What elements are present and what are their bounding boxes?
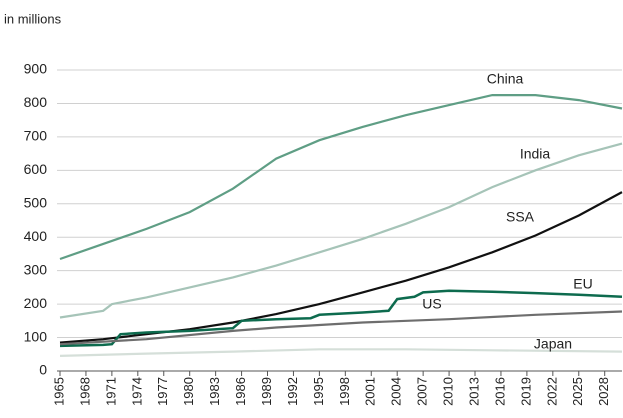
y-tick-label: 500 [24, 194, 48, 210]
series-line [59, 94, 623, 261]
x-tick-label: 2007 [415, 377, 430, 406]
series-line [59, 289, 623, 348]
y-tick-label: 300 [24, 261, 48, 277]
series-line [59, 142, 623, 319]
x-tick-label: 2019 [518, 377, 533, 406]
x-tick-label: 1992 [285, 377, 300, 406]
series-label: China [487, 71, 524, 87]
series-label: US [422, 296, 441, 312]
y-tick-label: 700 [24, 128, 48, 144]
x-tick-label: 1974 [129, 377, 144, 406]
x-tick-label: 1995 [311, 377, 326, 406]
series-label: EU [573, 276, 592, 292]
y-tick-label: 800 [24, 94, 48, 110]
x-tick-label: 1977 [155, 377, 170, 406]
x-tick-label: 1986 [233, 377, 248, 406]
series-label: SSA [506, 209, 535, 225]
x-tick-label: 2028 [596, 377, 611, 406]
chart-subtitle: in millions [4, 11, 62, 26]
series-line [59, 348, 623, 357]
x-tick-label: 1983 [207, 377, 222, 406]
x-tick-label: 2004 [389, 377, 404, 406]
y-tick-label: 0 [39, 362, 47, 378]
x-tick-label: 2013 [466, 377, 481, 406]
x-tick-label: 1998 [337, 377, 352, 406]
x-tick-label: 2001 [363, 377, 378, 406]
x-tick-label: 1968 [77, 377, 92, 406]
x-tick-label: 1965 [51, 377, 66, 406]
x-tick-label: 1980 [181, 377, 196, 406]
y-tick-label: 200 [24, 295, 48, 311]
x-tick-label: 2016 [492, 377, 507, 406]
series-line [59, 310, 623, 346]
x-tick-label: 2025 [570, 377, 585, 406]
series-label: Japan [534, 336, 572, 352]
y-tick-label: 900 [24, 61, 48, 77]
series-line [59, 191, 623, 344]
y-tick-label: 100 [24, 328, 48, 344]
x-tick-label: 1971 [103, 377, 118, 406]
y-tick-label: 400 [24, 228, 48, 244]
x-tick-label: 1989 [259, 377, 274, 406]
series-label: India [520, 146, 551, 162]
x-tick-label: 2022 [544, 377, 559, 406]
y-tick-label: 600 [24, 161, 48, 177]
x-tick-label: 2010 [441, 377, 456, 406]
